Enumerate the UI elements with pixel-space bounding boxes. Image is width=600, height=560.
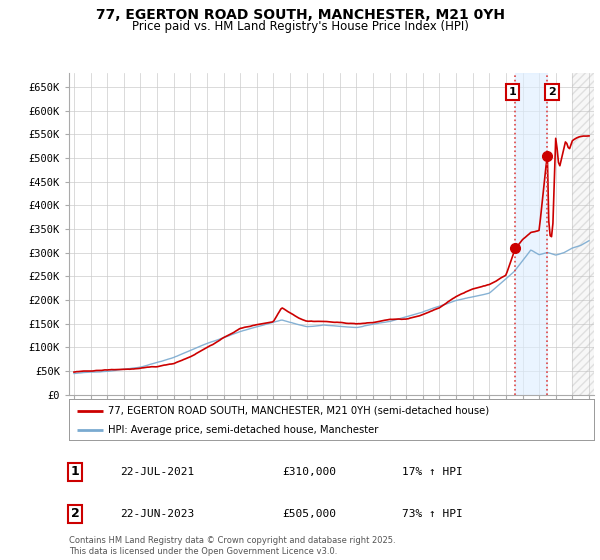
Text: £310,000: £310,000 <box>282 467 336 477</box>
Bar <box>572 73 600 395</box>
Text: Price paid vs. HM Land Registry's House Price Index (HPI): Price paid vs. HM Land Registry's House … <box>131 20 469 32</box>
Bar <box>515 73 547 395</box>
Text: 17% ↑ HPI: 17% ↑ HPI <box>402 467 463 477</box>
Text: 2: 2 <box>71 507 79 520</box>
Text: £505,000: £505,000 <box>282 509 336 519</box>
Text: Contains HM Land Registry data © Crown copyright and database right 2025.
This d: Contains HM Land Registry data © Crown c… <box>69 536 395 556</box>
Text: 22-JUN-2023: 22-JUN-2023 <box>120 509 194 519</box>
Text: 73% ↑ HPI: 73% ↑ HPI <box>402 509 463 519</box>
Text: 1: 1 <box>71 465 79 478</box>
Text: 1: 1 <box>509 87 517 97</box>
Text: HPI: Average price, semi-detached house, Manchester: HPI: Average price, semi-detached house,… <box>109 424 379 435</box>
Text: 77, EGERTON ROAD SOUTH, MANCHESTER, M21 0YH (semi-detached house): 77, EGERTON ROAD SOUTH, MANCHESTER, M21 … <box>109 405 490 416</box>
Bar <box>572 73 600 395</box>
Text: 2: 2 <box>548 87 556 97</box>
Text: 77, EGERTON ROAD SOUTH, MANCHESTER, M21 0YH: 77, EGERTON ROAD SOUTH, MANCHESTER, M21 … <box>95 8 505 22</box>
Text: 22-JUL-2021: 22-JUL-2021 <box>120 467 194 477</box>
